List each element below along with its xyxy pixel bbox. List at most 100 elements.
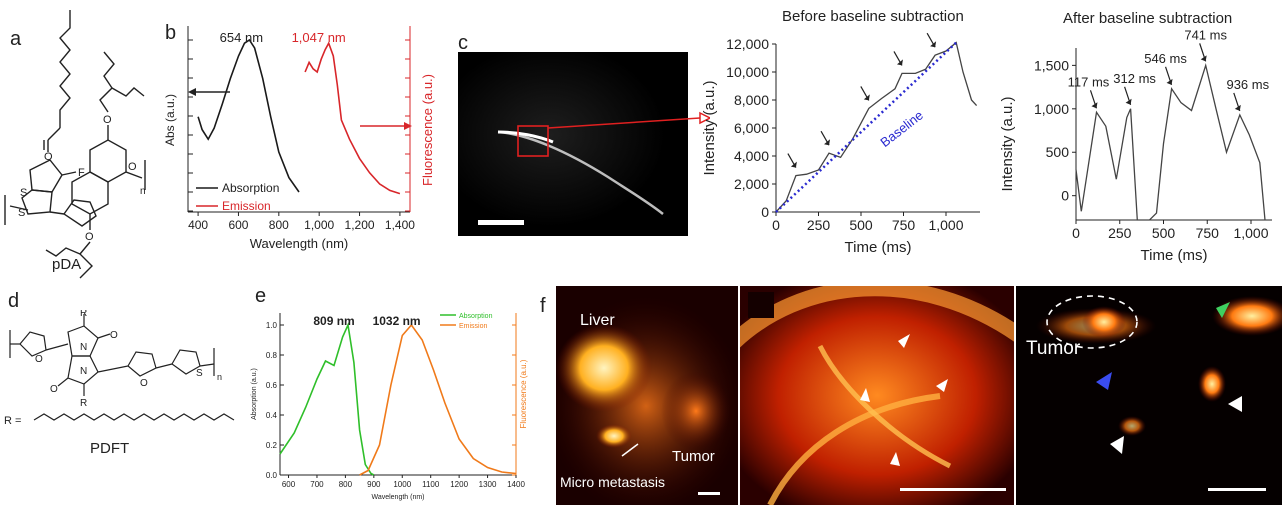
baseline-label: Baseline [877,107,926,150]
series-line-signal [775,41,978,213]
x-tick-label: 1,000 [928,217,963,233]
y-tick-label: 2,000 [734,176,769,192]
atom-f: F [78,167,85,179]
atom-o-top: O [103,114,112,126]
y-tick-label: 8,000 [734,92,769,108]
peak-label-emission: 1032 nm [373,314,421,328]
title-before: Before baseline subtraction [782,8,964,25]
y-tick-label: 0.2 [266,441,278,450]
peak-arrow-head [896,59,903,66]
pda-structure: O F S S O O O n [4,10,146,279]
subscript-n-d: n [217,372,222,382]
peak-arrow-head [863,94,870,101]
label-tumor-2: Tumor [1026,338,1081,359]
x-tick-label: 1,000 [304,218,334,232]
image-f3: Tumor [1016,286,1282,505]
x-tick-label: 1,400 [385,218,415,232]
o-label-4: O [140,378,148,389]
panel-label-e: e [255,285,267,307]
n-label-2: N [80,366,87,377]
peak-label: 312 ms [1113,71,1156,86]
y-tick-label: 12,000 [726,36,769,52]
peak-label: 936 ms [1226,77,1269,92]
y-tick-label: 500 [1046,144,1070,160]
arrow-right-head [404,122,412,130]
y-tick-label: 1,000 [1034,101,1069,117]
x-axis-label: Wavelength (nm) [371,494,424,501]
o-label-3: O [50,384,58,395]
y-tick-label: 0 [1061,188,1069,204]
peak-arrow-head [1091,102,1098,109]
x-tick-label: 600 [282,480,296,489]
peak-arrow-head [1125,98,1132,105]
x-tick-label: 1300 [479,480,497,489]
r-label-2: R [80,398,87,409]
peak-arrow-head [1200,55,1207,62]
atom-o-furan: O [128,161,137,173]
legend-label-emission: Emission [222,199,271,213]
o-label-2: O [110,330,118,341]
x-tick-label: 1,200 [345,218,375,232]
scale-bar [478,220,524,225]
atom-o-bottom: O [85,231,94,243]
legend-label-absorption: Absorption [222,181,279,195]
panel-label-c: c [458,32,468,54]
image-f2 [740,286,1014,505]
atom-o-carbonyl: O [44,151,53,163]
y-axis-label: Intensity (a.u.) [701,80,718,175]
r-label-1: R [80,310,87,319]
peak-label: 117 ms [1068,74,1110,89]
panel-label-b: b [165,22,177,44]
r-equals: R = [4,415,21,427]
x-tick-label: 1000 [393,480,411,489]
x-axis-label: Time (ms) [1141,247,1208,264]
peak-label: 546 ms [1144,51,1187,66]
pdft-structure: O O O O N N S R R n R = [4,310,235,427]
peak-arrow-head [824,139,831,146]
y-tick-label: 1.0 [266,321,278,330]
legend-label-absorption: Absorption [459,313,493,320]
y-tick-label: 1,500 [1034,57,1069,73]
y-tick-label: 0.6 [266,381,278,390]
series-line-absorption [197,38,300,193]
x-tick-label: 0 [1072,225,1080,241]
x-tick-label: 250 [807,217,831,233]
series-line-signal [1075,62,1266,221]
series-line-baseline [775,41,958,213]
x-axis-label: Wavelength (nm) [250,236,349,251]
peak-label-absorption: 809 nm [313,314,354,328]
y-tick-label: 0 [761,204,769,220]
chart-c-after: 0 500 1,000 1,500 0 250 500 750 1,000 Time (ms) In… [999,30,1272,264]
panel-label-a: a [10,28,22,50]
s-label: S [196,368,203,379]
x-tick-label: 900 [367,480,381,489]
chart-e: 0.0 0.2 0.4 0.6 0.8 1.0 600 700 800 900 1000 1100 12… [251,313,528,501]
roi-arrow [547,111,710,129]
o-label-1: O [35,354,43,365]
peak-label-absorption: 654 nm [220,30,263,45]
x-tick-label: 400 [188,218,208,232]
x-tick-label: 750 [1196,225,1220,241]
x-tick-label: 250 [1108,225,1132,241]
x-tick-label: 1100 [422,480,440,489]
y-tick-label: 0.0 [266,471,278,480]
pda-label: pDA [52,256,82,273]
atom-s1: S [20,187,27,199]
legend-label-emission: Emission [459,323,488,330]
y-tick-label: 4,000 [734,148,769,164]
y-axis-label-right: Fluorescence (a.u.) [420,74,435,186]
n-label-1: N [80,342,87,353]
x-tick-label: 700 [310,480,324,489]
subscript-n: n [140,186,146,197]
peak-label-emission: 1,047 nm [292,30,346,45]
x-tick-label: 800 [269,218,289,232]
series-line-absorption [279,322,375,476]
chart-b: 400 600 800 1,000 1,200 1,400 Wavelength (nm) A… [163,26,435,251]
atom-s2: S [18,207,25,219]
x-tick-label: 800 [339,480,353,489]
y-axis-label-left: Abs (a.u.) [163,94,177,146]
y-tick-label: 0.8 [266,351,278,360]
panel-label-d: d [8,290,20,312]
peak-label: 741 ms [1184,30,1227,42]
label-liver: Liver [580,312,615,329]
